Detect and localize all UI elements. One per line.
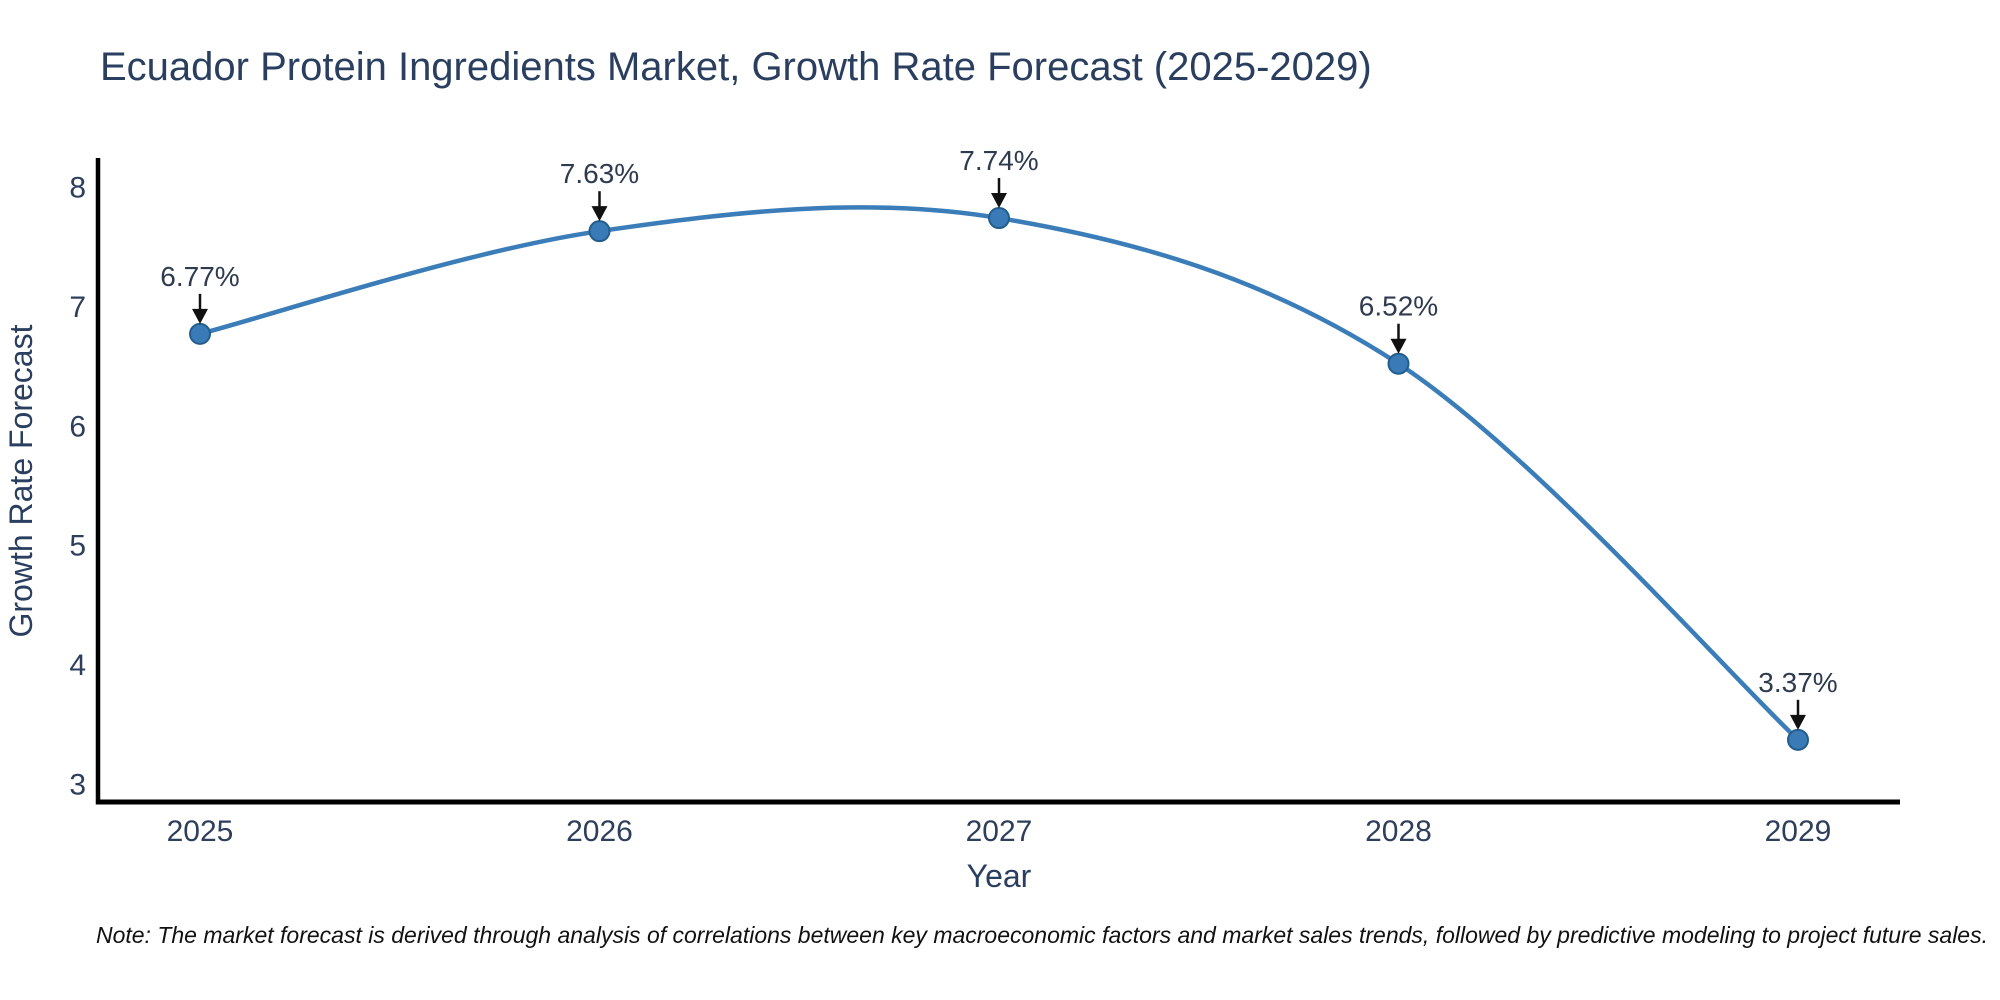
annotation-arrowhead bbox=[192, 308, 208, 324]
data-point-label: 6.77% bbox=[160, 261, 239, 292]
data-point-label: 3.37% bbox=[1758, 667, 1837, 698]
data-point-marker bbox=[1387, 352, 1410, 375]
data-point-marker bbox=[1787, 728, 1809, 751]
y-tick-label: 8 bbox=[69, 172, 86, 205]
x-tick-label: 2027 bbox=[966, 815, 1033, 848]
annotation-layer: 6.77% 7.63% 7.74% 6.52% 3.37% bbox=[160, 145, 1838, 730]
y-tick-label: 4 bbox=[69, 649, 86, 682]
trend-line bbox=[197, 205, 1801, 743]
annotation-arrowhead bbox=[591, 206, 608, 222]
data-point-label: 7.63% bbox=[560, 158, 639, 189]
y-tick-label: 5 bbox=[69, 530, 86, 563]
footnote: Note: The market forecast is derived thr… bbox=[96, 922, 1988, 948]
x-tick-label: 2028 bbox=[1365, 815, 1432, 848]
y-tick-label: 3 bbox=[69, 769, 86, 802]
data-point-label: 6.52% bbox=[1359, 291, 1438, 322]
chart-title: Ecuador Protein Ingredients Market, Grow… bbox=[100, 45, 1372, 89]
data-point-label: 7.74% bbox=[959, 145, 1038, 176]
y-tick-label: 6 bbox=[69, 410, 86, 443]
series-layer bbox=[189, 205, 1809, 751]
data-point-marker bbox=[189, 322, 211, 345]
data-point-marker bbox=[588, 220, 611, 243]
x-tick-label: 2029 bbox=[1765, 815, 1832, 848]
axes-layer: 3 4 5 6 7 8 2025 2026 2027 2028 2029 bbox=[69, 158, 1900, 848]
annotation-arrowhead bbox=[1790, 714, 1806, 730]
x-tick-label: 2026 bbox=[566, 815, 633, 848]
annotation-arrowhead bbox=[1390, 338, 1407, 354]
y-axis-title: Growth Rate Forecast bbox=[3, 324, 39, 637]
x-axis-title: Year bbox=[967, 858, 1032, 894]
annotation-arrowhead bbox=[991, 193, 1007, 209]
y-tick-label: 7 bbox=[69, 291, 86, 324]
data-point-marker bbox=[988, 207, 1010, 230]
x-tick-label: 2025 bbox=[167, 815, 234, 848]
